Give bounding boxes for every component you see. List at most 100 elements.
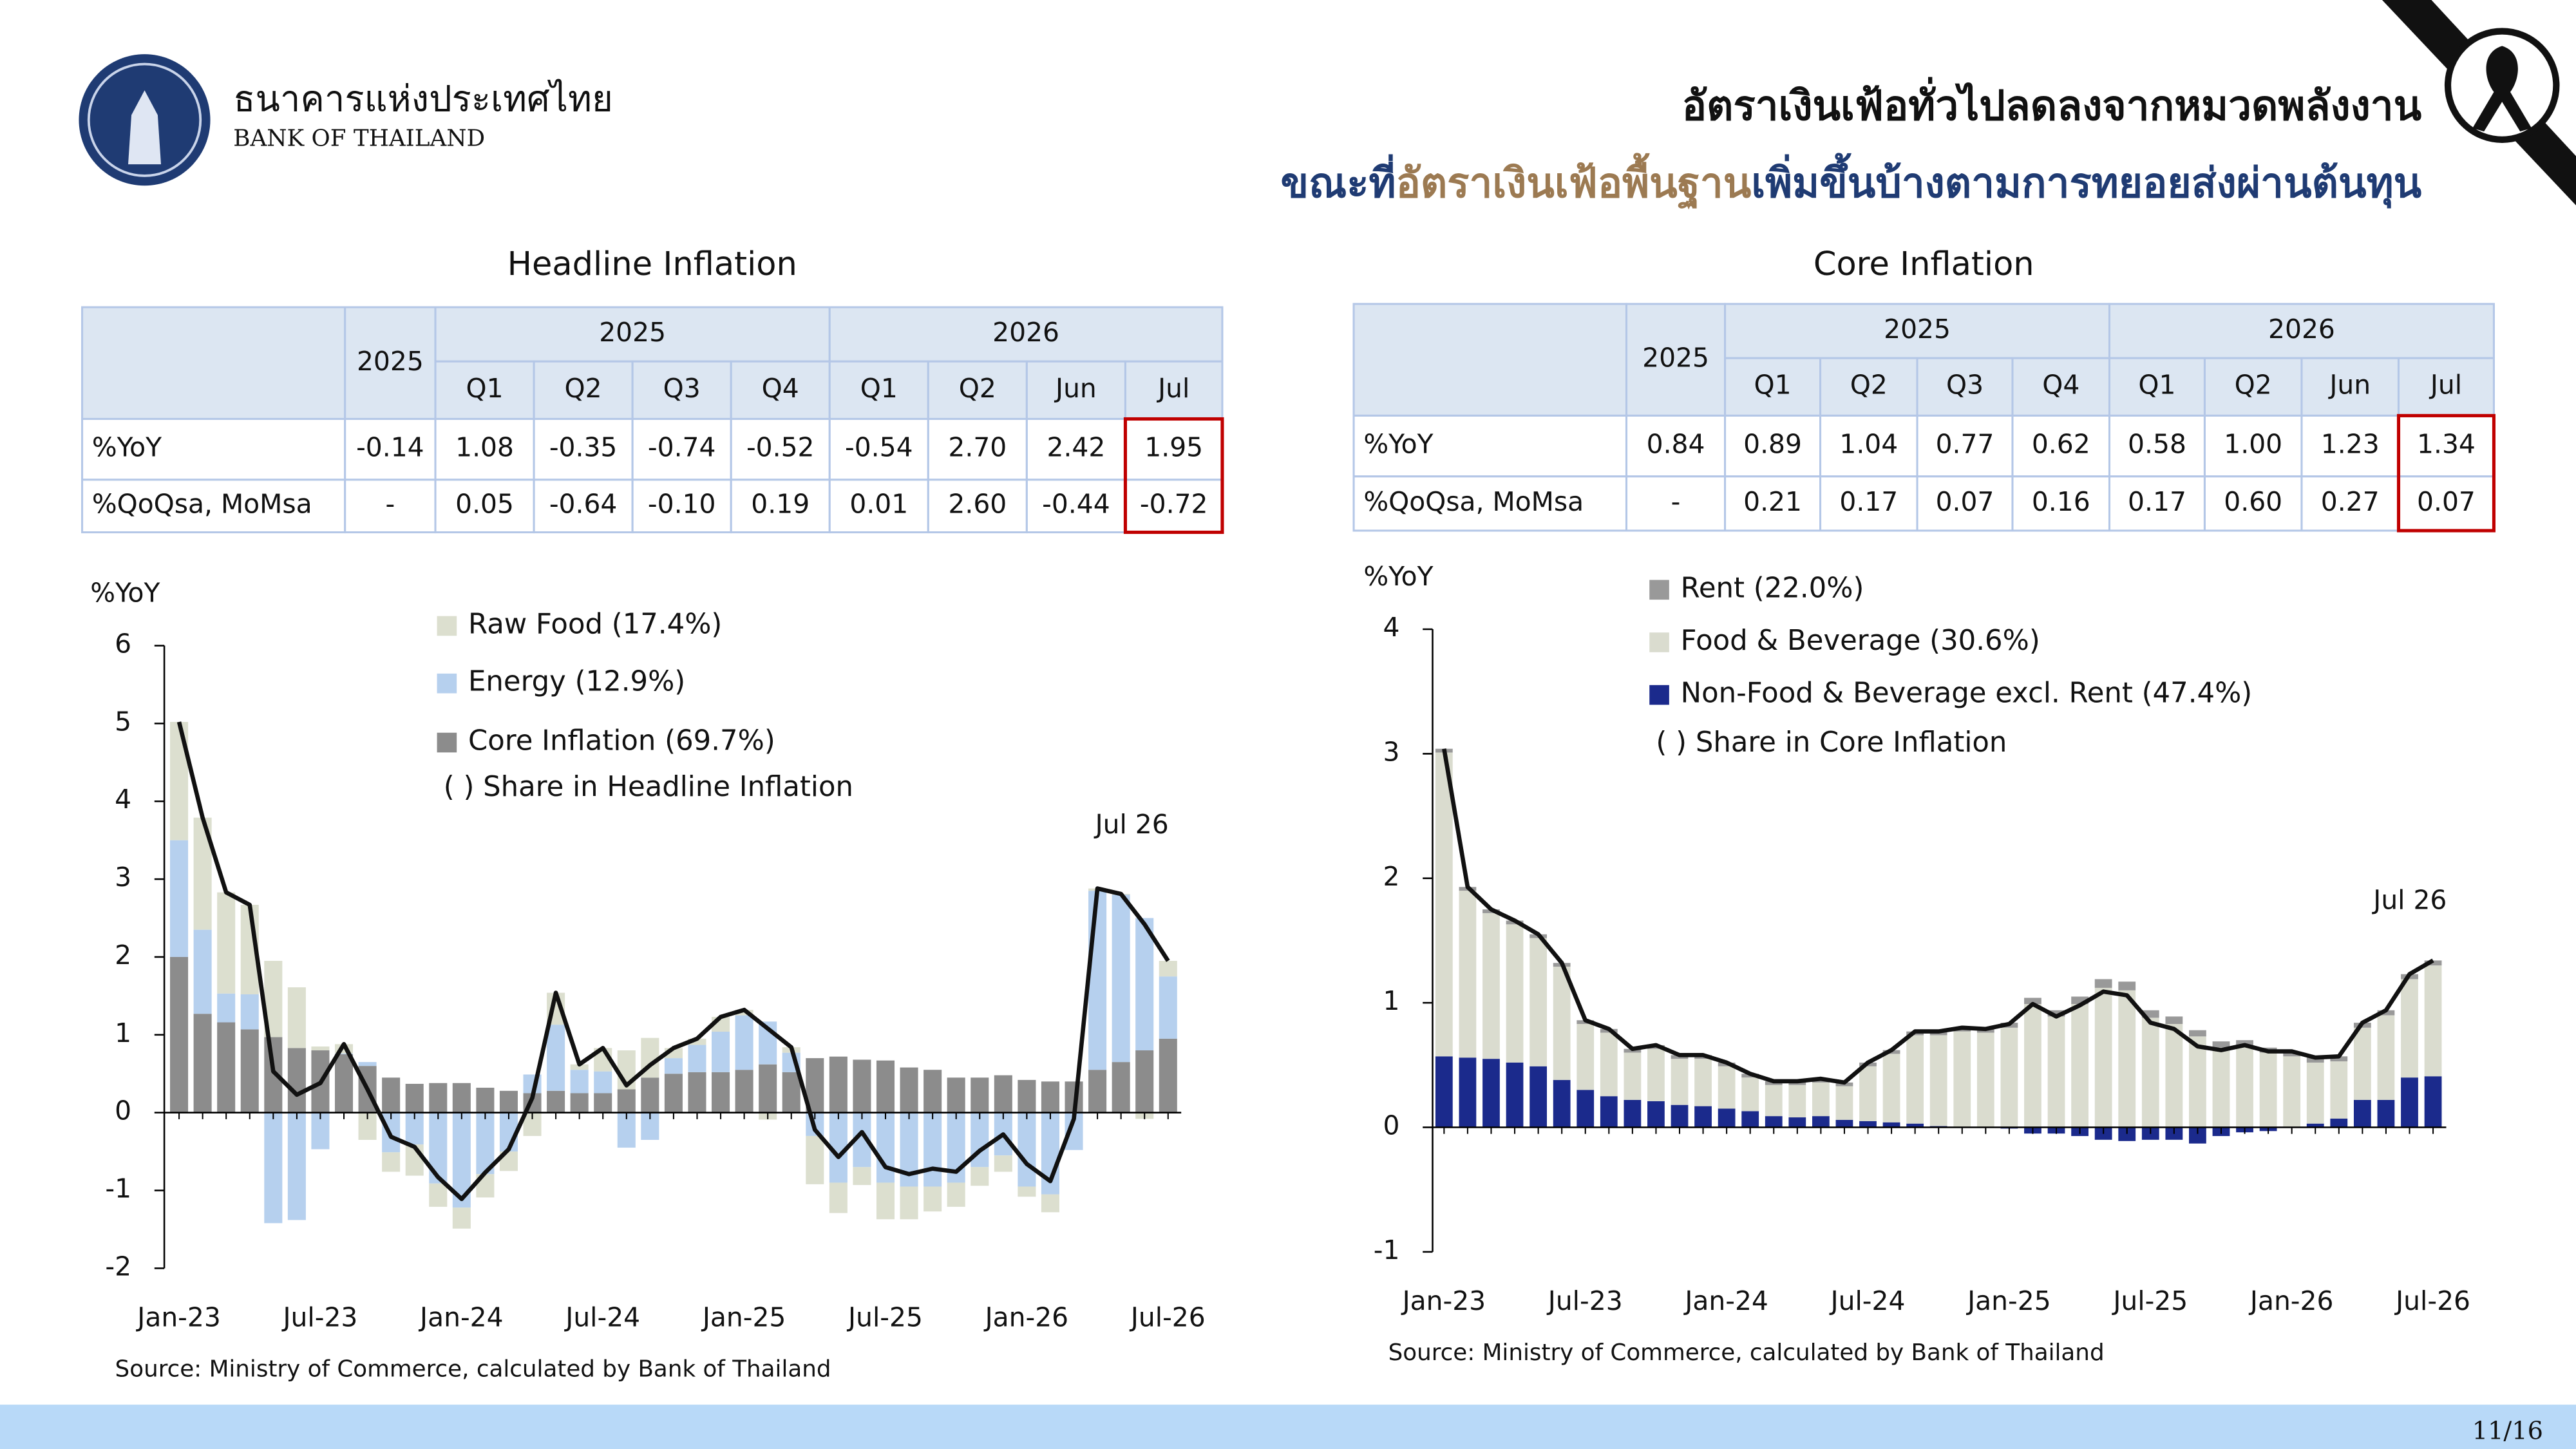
table-header: 2025 <box>599 317 666 348</box>
footer-bar <box>0 1405 2576 1449</box>
y-tick-label: 5 <box>115 706 131 737</box>
table-cell <box>1124 360 1224 421</box>
table-header: 2026 <box>2268 314 2335 345</box>
table-value: -0.64 <box>549 489 618 520</box>
table-cell <box>434 478 535 534</box>
legend-label: Rent (22.0%) <box>1681 572 1864 604</box>
table-cell <box>344 417 437 481</box>
bar-segment <box>2118 990 2136 1128</box>
table-cell <box>533 478 634 534</box>
y-tick-label: 1 <box>1383 985 1400 1016</box>
bar-segment <box>853 1059 871 1113</box>
table-cell <box>1819 414 1918 478</box>
table-header: Q1 <box>2138 370 2175 401</box>
bar-segment <box>1135 1050 1154 1113</box>
title-line1: อัตราเงินเฟ้อทั่วไปลดลงจากหมวดพลังงาน <box>1682 77 2422 130</box>
bar-segment <box>570 1070 589 1094</box>
y-tick-label: 1 <box>115 1018 131 1048</box>
bar-segment <box>2024 998 2041 1005</box>
bar-segment <box>2353 1099 2371 1128</box>
bar-segment <box>1159 1038 1177 1113</box>
bar-segment <box>1018 1112 1036 1187</box>
table-header: Q1 <box>860 373 898 404</box>
bar-segment <box>641 1077 659 1113</box>
table-cell <box>1819 357 1918 417</box>
table-cell <box>828 306 1224 363</box>
bar-segment <box>2189 1030 2206 1037</box>
bar-segment <box>1577 1024 1595 1090</box>
bar-segment <box>476 1088 495 1113</box>
table-value: 0.05 <box>455 489 514 520</box>
table-header: Jul <box>1156 373 1189 404</box>
table-value: 0.07 <box>2417 486 2476 517</box>
bar-segment <box>1788 1084 1806 1118</box>
bar-segment <box>1435 752 1453 1057</box>
y-tick-label: 2 <box>115 940 131 971</box>
org-en: BANK OF THAILAND <box>233 125 485 151</box>
bar-segment <box>1812 1082 1830 1117</box>
table-header: 2025 <box>1884 314 1951 345</box>
bar-segment <box>452 1208 471 1229</box>
bar-segment <box>1812 1116 1830 1128</box>
legend-swatch <box>437 673 457 694</box>
bar-segment <box>1159 976 1177 1039</box>
bar-segment <box>264 1112 283 1224</box>
bar-segment <box>900 1067 918 1113</box>
x-tick-label: Jan-26 <box>2248 1285 2334 1316</box>
source: Source: Ministry of Commerce, calculated… <box>1388 1340 2105 1366</box>
table-header: 2026 <box>992 317 1059 348</box>
bar-segment <box>1506 1062 1524 1128</box>
bar-segment <box>570 1093 589 1113</box>
bar-segment <box>664 1074 683 1113</box>
table-header: Q2 <box>1850 370 1888 401</box>
x-tick-label: Jul-26 <box>1129 1302 1206 1332</box>
bar-segment <box>1088 891 1107 1070</box>
y-tick-label: -1 <box>105 1173 131 1204</box>
table-value: -0.44 <box>1042 489 1110 520</box>
bar-segment <box>1859 1066 1877 1121</box>
bar-segment <box>334 1054 354 1113</box>
table-value: 2.42 <box>1046 432 1105 463</box>
table-value: 1.00 <box>2224 429 2282 460</box>
bar-segment <box>2424 1076 2442 1128</box>
bar-segment <box>1459 891 1477 1058</box>
y-tick-label: 3 <box>1383 736 1400 767</box>
x-tick-label: Jul-24 <box>564 1302 640 1332</box>
bar-segment <box>1859 1121 1877 1128</box>
y-tick-label: 4 <box>1383 612 1400 643</box>
bar-segment <box>1530 938 1547 1066</box>
bar-segment <box>452 1083 471 1113</box>
table-cell <box>2203 414 2303 478</box>
bar-segment <box>664 1058 683 1074</box>
bar-segment <box>1953 1031 1971 1128</box>
table-header: Q2 <box>959 373 996 404</box>
x-tick-label: Jul-23 <box>281 1302 358 1332</box>
table-value: 1.34 <box>2417 429 2476 460</box>
bar-segment <box>1482 913 1500 1059</box>
bar-segment <box>1112 895 1130 1063</box>
table-value: 0.62 <box>2032 429 2090 460</box>
bar-segment <box>1882 1122 1900 1128</box>
bar-segment <box>2071 996 2088 1005</box>
bar-segment <box>1741 1077 1759 1112</box>
table-header: Jul <box>2429 370 2462 401</box>
legend-label: Energy (12.9%) <box>468 666 685 698</box>
bar-segment <box>1600 1096 1618 1128</box>
y-axis-label: %YoY <box>90 577 160 608</box>
bar-segment <box>1718 1108 1736 1128</box>
bar-segment <box>759 1064 777 1113</box>
table-cell <box>1352 303 1628 417</box>
table-cell <box>828 478 929 534</box>
x-tick-label: Jan-25 <box>701 1302 786 1332</box>
x-tick-label: Jan-24 <box>1683 1285 1768 1316</box>
table-cell <box>730 478 831 534</box>
bar-segment <box>1718 1066 1736 1109</box>
table-cell <box>533 360 634 421</box>
bar-segment <box>1041 1081 1059 1113</box>
bar-segment <box>2141 1010 2159 1018</box>
bar-segment <box>240 994 259 1030</box>
bar-segment <box>994 1075 1012 1113</box>
bar-segment <box>1018 1079 1036 1113</box>
row-label: %QoQsa, MoMsa <box>1363 486 1584 517</box>
bar-segment <box>2377 1099 2395 1128</box>
